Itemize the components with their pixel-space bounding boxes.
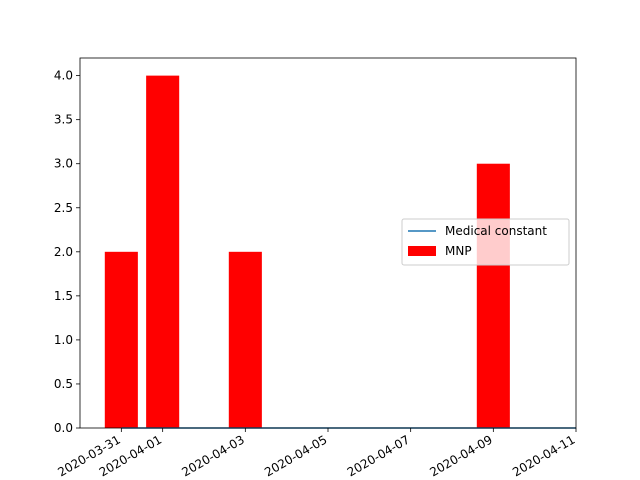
bar-mnp-2020-04-01 (146, 75, 180, 428)
y-tick-label-2.5: 2.5 (54, 201, 73, 215)
bars-group (104, 75, 510, 428)
x-tick-label-2020-04-09: 2020-04-09 (427, 432, 494, 479)
y-tick-label-2.0: 2.0 (54, 245, 73, 259)
legend: Medical constant MNP (401, 218, 570, 266)
y-tick-label-3.5: 3.5 (54, 113, 73, 127)
x-tick-label-2020-04-11: 2020-04-11 (510, 432, 577, 479)
legend-swatch-mnp (408, 246, 436, 256)
x-tick-label-2020-04-05: 2020-04-05 (262, 432, 329, 479)
legend-box (401, 218, 570, 266)
legend-label-medical-constant: Medical constant (445, 224, 547, 238)
x-tick-label-2020-04-03: 2020-04-03 (179, 432, 246, 479)
bar-mnp-2020-04-09 (476, 163, 510, 428)
x-tick-label-2020-04-07: 2020-04-07 (345, 432, 412, 479)
y-tick-label-1.5: 1.5 (54, 289, 73, 303)
y-tick-label-4.0: 4.0 (54, 69, 73, 83)
bar-mnp-2020-03-31 (104, 251, 138, 428)
legend-label-mnp: MNP (445, 244, 472, 258)
y-tick-label-1.0: 1.0 (54, 333, 73, 347)
y-tick-label-0.0: 0.0 (54, 421, 73, 435)
y-tick-label-3.0: 3.0 (54, 157, 73, 171)
y-tick-label-0.5: 0.5 (54, 377, 73, 391)
bar-mnp-2020-04-03 (228, 251, 262, 428)
